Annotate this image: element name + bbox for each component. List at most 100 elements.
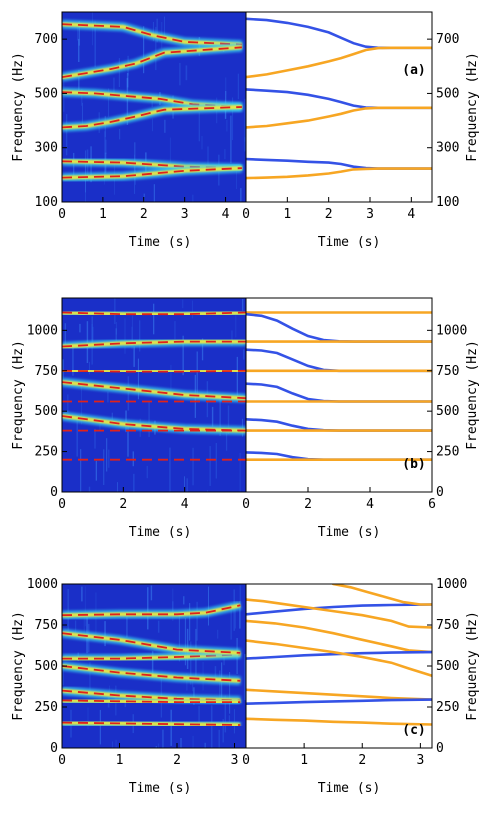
spectrogram-noise (158, 743, 159, 748)
model-plot (246, 311, 432, 461)
spectrogram-noise (106, 438, 108, 472)
spectrogram-noise (147, 587, 149, 630)
spectrogram-noise (182, 299, 184, 309)
spectrogram-noise (237, 73, 239, 100)
spectrogram-noise (192, 194, 194, 202)
x-tick-label: 0 (242, 207, 250, 222)
spectrogram-noise (94, 428, 96, 449)
spectrogram-noise (218, 729, 220, 748)
x-tick-label: 0 (58, 753, 66, 768)
y-axis-label-right: Frequency (Hz) (465, 611, 480, 721)
spectrogram-noise (240, 188, 242, 202)
x-tick-label: 0 (242, 753, 250, 768)
y-tick-label: 700 (35, 32, 58, 47)
spectrogram-noise (80, 449, 82, 492)
spectrogram-noise (235, 608, 236, 629)
x-tick-label: 3 (231, 753, 239, 768)
spectrogram-noise (198, 112, 200, 142)
ridge-core (62, 632, 241, 654)
x-tick-label: 4 (222, 207, 230, 222)
spectrogram-noise (230, 603, 232, 640)
spectrogram-noise (217, 629, 219, 639)
x-tick-label: 2 (325, 207, 333, 222)
spectrogram-noise (78, 21, 80, 46)
spectrogram-noise (222, 719, 224, 743)
y-tick-label-right: 250 (436, 700, 459, 715)
spectrogram-noise (127, 425, 129, 457)
series-blue-line (246, 382, 432, 403)
spectrogram-noise (190, 641, 192, 685)
x-tick-label: 2 (140, 207, 148, 222)
spectrogram-noise (82, 102, 83, 128)
spectrogram-noise (244, 98, 246, 142)
y-axis-label-right: Frequency (Hz) (465, 52, 480, 162)
series-orange-line (246, 598, 432, 629)
x-tick-label: 3 (366, 207, 374, 222)
ridge-core (62, 106, 242, 129)
spectrogram-noise (192, 680, 194, 692)
spectrogram-noise (81, 586, 83, 602)
spectrogram-noise (225, 77, 227, 96)
spectrogram-noise (169, 447, 171, 492)
series-orange-line (246, 619, 432, 654)
series-blue-line (246, 348, 432, 373)
panel-label: (c) (402, 723, 425, 738)
spectrogram-noise (124, 318, 126, 354)
spectrogram-noise (115, 328, 117, 342)
spectrogram-noise (118, 58, 120, 87)
spectrogram-noise (198, 705, 200, 723)
y-tick-label: 500 (35, 659, 58, 674)
spectrogram-noise (84, 586, 86, 627)
spectrogram-noise (95, 460, 97, 481)
spectrogram-noise (148, 401, 150, 437)
y-tick-label-right: 0 (436, 485, 444, 500)
spectrogram-noise (105, 139, 107, 154)
spectrogram-noise (155, 746, 157, 748)
spectrogram-noise (244, 137, 246, 152)
spectrogram-noise (146, 465, 148, 479)
spectrogram-noise (243, 349, 245, 360)
y-tick-label: 750 (35, 364, 58, 379)
spectrogram-noise (137, 358, 139, 400)
spectrogram-noise (143, 26, 145, 74)
spectrogram-noise (153, 303, 155, 335)
spectrogram-noise (117, 482, 118, 492)
spectrogram-noise (119, 128, 121, 140)
series-blue-line (246, 157, 432, 170)
y-tick-label-right: 100 (436, 195, 459, 210)
y-axis-label: Frequency (Hz) (11, 611, 26, 721)
y-tick-label-right: 1000 (436, 577, 467, 592)
x-tick-label: 1 (116, 753, 124, 768)
x-tick-label: 0 (58, 497, 66, 512)
series-orange-line (246, 167, 432, 180)
x-tick-label: 3 (181, 207, 189, 222)
spectrogram-noise (244, 654, 246, 701)
spectrogram-noise (172, 601, 174, 612)
spectrogram-noise (151, 651, 154, 678)
spectrogram-noise (133, 346, 135, 367)
x-axis-label: Time (s) (129, 781, 192, 796)
ridge-core (62, 604, 241, 617)
series-orange-line (246, 717, 432, 726)
spectrogram-noise (162, 729, 164, 748)
spectrogram-noise (223, 654, 225, 666)
x-tick-label: 4 (366, 497, 374, 512)
ridge-mid (62, 310, 246, 317)
series-orange-line (246, 639, 432, 678)
y-tick-label-right: 500 (436, 404, 459, 419)
spectrogram-noise (87, 707, 89, 730)
y-tick-label: 100 (35, 195, 58, 210)
spectrogram-noise (67, 394, 69, 421)
spectrogram-noise (112, 741, 113, 748)
ridge-core (62, 721, 241, 726)
x-tick-label: 2 (173, 753, 181, 768)
spectrogram-noise (211, 406, 214, 427)
spectrogram-noise (182, 335, 184, 376)
ridge-core (62, 665, 241, 682)
spectrogram-noise (185, 65, 188, 81)
spectrogram-noise (85, 150, 86, 193)
spectrogram-noise (94, 21, 96, 68)
